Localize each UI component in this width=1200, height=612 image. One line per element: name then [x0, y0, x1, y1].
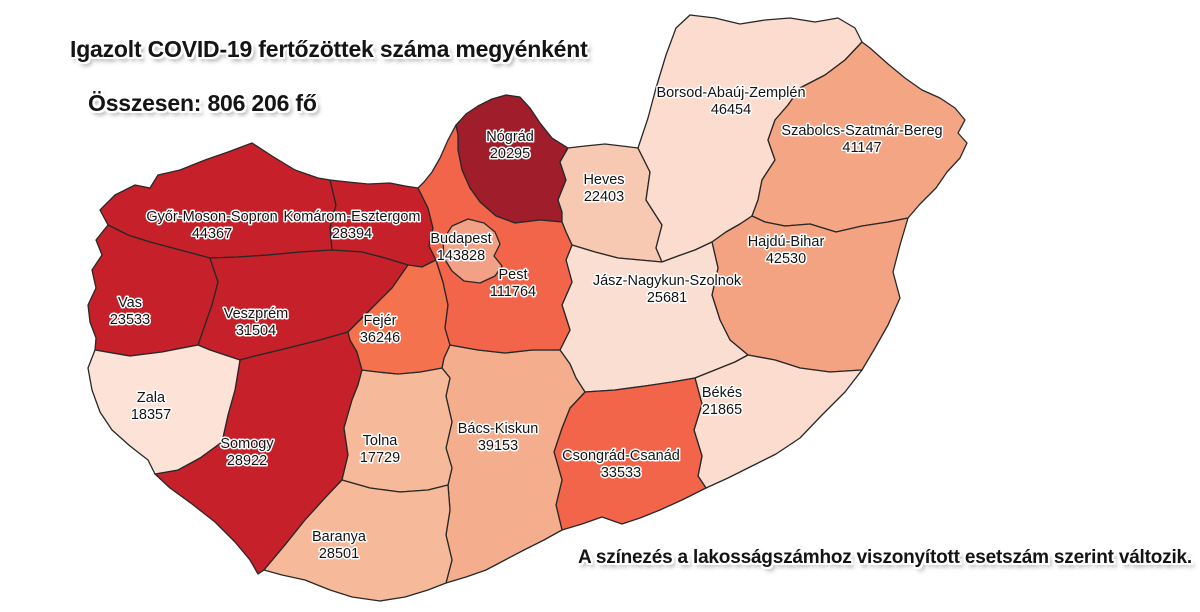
county-name-zala: Zala: [137, 390, 166, 406]
county-value-szabolcs-szatmar-bereg: 41147: [842, 140, 881, 156]
county-labels-layer: Győr-Moson-Sopron44367Komárom-Esztergom2…: [108, 84, 944, 564]
county-name-tolna: Tolna: [363, 433, 399, 449]
county-value-jasz-nagykun-szolnok: 25681: [647, 290, 687, 306]
county-value-vas: 23533: [110, 312, 150, 328]
county-name-bekes: Békés: [702, 385, 742, 401]
county-value-baranya: 28501: [319, 546, 359, 562]
county-value-bekes: 21865: [702, 402, 742, 418]
county-value-bacs-kiskun: 39153: [478, 438, 518, 454]
county-value-tolna: 17729: [360, 450, 400, 466]
county-name-baranya: Baranya: [312, 529, 367, 545]
county-value-komarom-esztergom: 28394: [332, 226, 372, 242]
county-name-budapest: Budapest: [430, 231, 491, 247]
county-value-somogy: 28922: [227, 453, 267, 469]
county-value-heves: 22403: [584, 189, 624, 205]
county-shape-baranya: [263, 479, 453, 602]
county-name-szabolcs-szatmar-bereg: Szabolcs-Szatmár-Bereg: [781, 123, 942, 139]
color-scale-footnote: A színezés a lakosságszámhoz viszonyítot…: [578, 547, 1192, 568]
county-name-somogy: Somogy: [220, 436, 274, 452]
county-name-vas: Vas: [118, 295, 142, 311]
county-value-zala: 18357: [131, 407, 171, 423]
county-shapes-layer: [87, 14, 968, 602]
county-name-jasz-nagykun-szolnok: Jász-Nagykun-Szolnok: [593, 273, 742, 289]
county-value-nograd: 20295: [490, 146, 530, 162]
county-value-fejer: 36246: [360, 330, 400, 346]
county-value-budapest: 143828: [437, 248, 485, 264]
county-name-veszprem: Veszprém: [224, 306, 288, 322]
county-name-borsod-abauj-zemplen: Borsod-Abaúj-Zemplén: [656, 85, 805, 101]
county-value-gyor-moson-sopron: 44367: [192, 226, 232, 242]
county-name-bacs-kiskun: Bács-Kiskun: [458, 421, 539, 437]
county-name-komarom-esztergom: Komárom-Esztergom: [284, 209, 421, 225]
county-name-pest: Pest: [498, 267, 527, 283]
county-value-pest: 111764: [490, 284, 536, 300]
county-name-gyor-moson-sopron: Győr-Moson-Sopron: [146, 209, 277, 225]
county-shape-zala: [87, 344, 241, 475]
county-shape-bekes: [693, 354, 863, 489]
county-name-csongrad-csanad: Csongrád-Csanád: [562, 448, 680, 464]
county-shape-tolna: [341, 367, 453, 493]
county-value-borsod-abauj-zemplen: 46454: [711, 102, 751, 118]
total-cases-label: Összesen: 806 206 fő: [88, 90, 317, 116]
county-value-csongrad-csanad: 33533: [601, 465, 641, 481]
county-name-heves: Heves: [583, 172, 624, 188]
county-shape-budapest: [442, 218, 503, 284]
county-name-nograd: Nógrád: [486, 129, 534, 145]
county-value-hajdu-bihar: 42530: [766, 251, 806, 267]
county-name-fejer: Fejér: [363, 313, 396, 329]
county-shape-csongrad-csanad: [553, 377, 707, 531]
county-value-veszprem: 31504: [236, 323, 276, 339]
county-name-hajdu-bihar: Hajdú-Bihar: [748, 234, 825, 250]
page-title: Igazolt COVID-19 fertőzöttek száma megyé…: [70, 36, 588, 62]
